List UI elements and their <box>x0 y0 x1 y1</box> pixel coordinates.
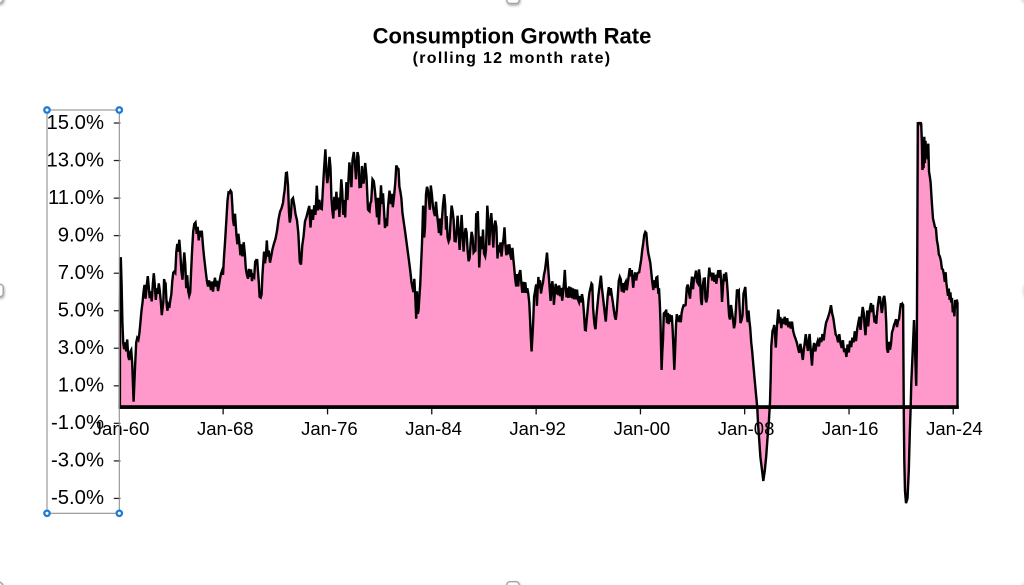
svg-text:15.0%: 15.0% <box>46 112 104 134</box>
svg-text:11.0%: 11.0% <box>48 187 104 209</box>
svg-text:13.0%: 13.0% <box>46 149 104 171</box>
svg-text:3.0%: 3.0% <box>58 337 104 359</box>
svg-text:Jan-84: Jan-84 <box>405 418 462 439</box>
svg-text:Jan-16: Jan-16 <box>822 418 879 439</box>
svg-text:Jan-60: Jan-60 <box>93 418 150 439</box>
svg-text:Jan-76: Jan-76 <box>301 418 358 439</box>
svg-text:9.0%: 9.0% <box>58 224 104 246</box>
svg-text:Jan-24: Jan-24 <box>926 418 983 439</box>
svg-text:Jan-00: Jan-00 <box>614 418 671 439</box>
svg-text:Consumption Growth Rate: Consumption Growth Rate <box>373 23 652 48</box>
svg-text:Jan-92: Jan-92 <box>509 418 566 439</box>
svg-text:Jan-08: Jan-08 <box>718 418 775 439</box>
svg-text:-1.0%: -1.0% <box>51 412 104 434</box>
svg-text:-5.0%: -5.0% <box>51 487 104 509</box>
svg-text:7.0%: 7.0% <box>58 262 104 284</box>
svg-text:-3.0%: -3.0% <box>51 450 104 472</box>
svg-text:5.0%: 5.0% <box>58 300 104 322</box>
svg-text:(rolling 12 month rate): (rolling 12 month rate) <box>413 50 612 67</box>
svg-text:Jan-68: Jan-68 <box>197 418 254 439</box>
svg-text:1.0%: 1.0% <box>58 375 104 397</box>
